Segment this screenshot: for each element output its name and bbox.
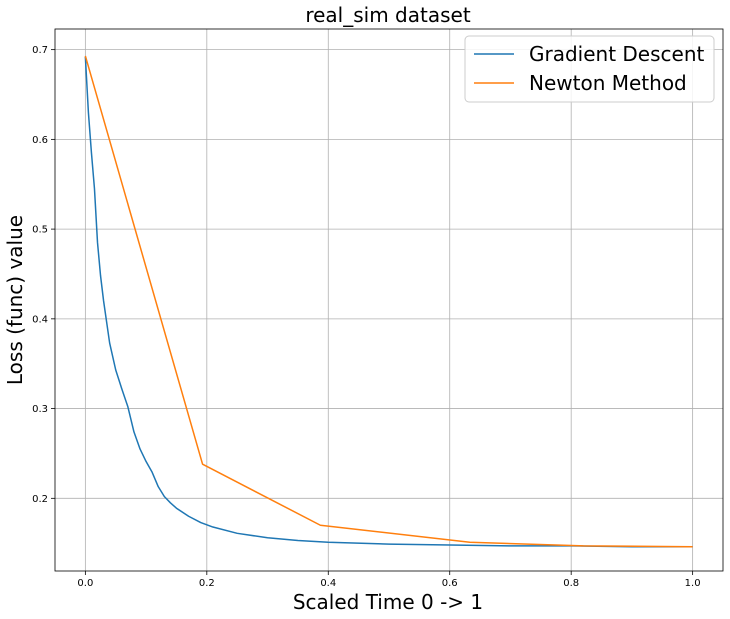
series-line-gradient-descent [84, 56, 693, 548]
x-tick-label: 0.8 [563, 578, 579, 589]
x-tick-label: 1.0 [685, 578, 701, 589]
x-tick-label: 0.0 [77, 578, 93, 589]
x-axis-label: Scaled Time 0 -> 1 [293, 590, 483, 614]
x-tick-label: 0.6 [442, 578, 458, 589]
y-axis-label: Loss (func) value [3, 215, 27, 385]
legend-label-gradient-descent: Gradient Descent [529, 42, 705, 66]
plot-frame [54, 28, 724, 572]
grid-layer [55, 29, 723, 571]
legend-box [464, 35, 715, 103]
y-tick-label: 0.6 [32, 135, 48, 146]
legend: Gradient Descent Newton Method [464, 35, 715, 103]
series-layer [84, 55, 693, 548]
y-tick-label: 0.4 [32, 314, 48, 325]
y-tick-label: 0.2 [32, 494, 48, 505]
y-tick-label: 0.7 [32, 45, 48, 56]
x-tick-label: 0.2 [199, 578, 215, 589]
y-tick-label: 0.3 [32, 404, 48, 415]
x-tick-label: 0.4 [320, 578, 336, 589]
legend-label-newton-method: Newton Method [529, 71, 687, 95]
chart-title: real_sim dataset [305, 3, 470, 27]
ticks-layer: 0.0 0.2 0.4 0.6 0.8 1.0 0.2 0.3 0.4 0.5 0.6 0.7 [32, 45, 700, 589]
series-line-newton-method [84, 55, 693, 548]
y-tick-label: 0.5 [32, 225, 48, 236]
